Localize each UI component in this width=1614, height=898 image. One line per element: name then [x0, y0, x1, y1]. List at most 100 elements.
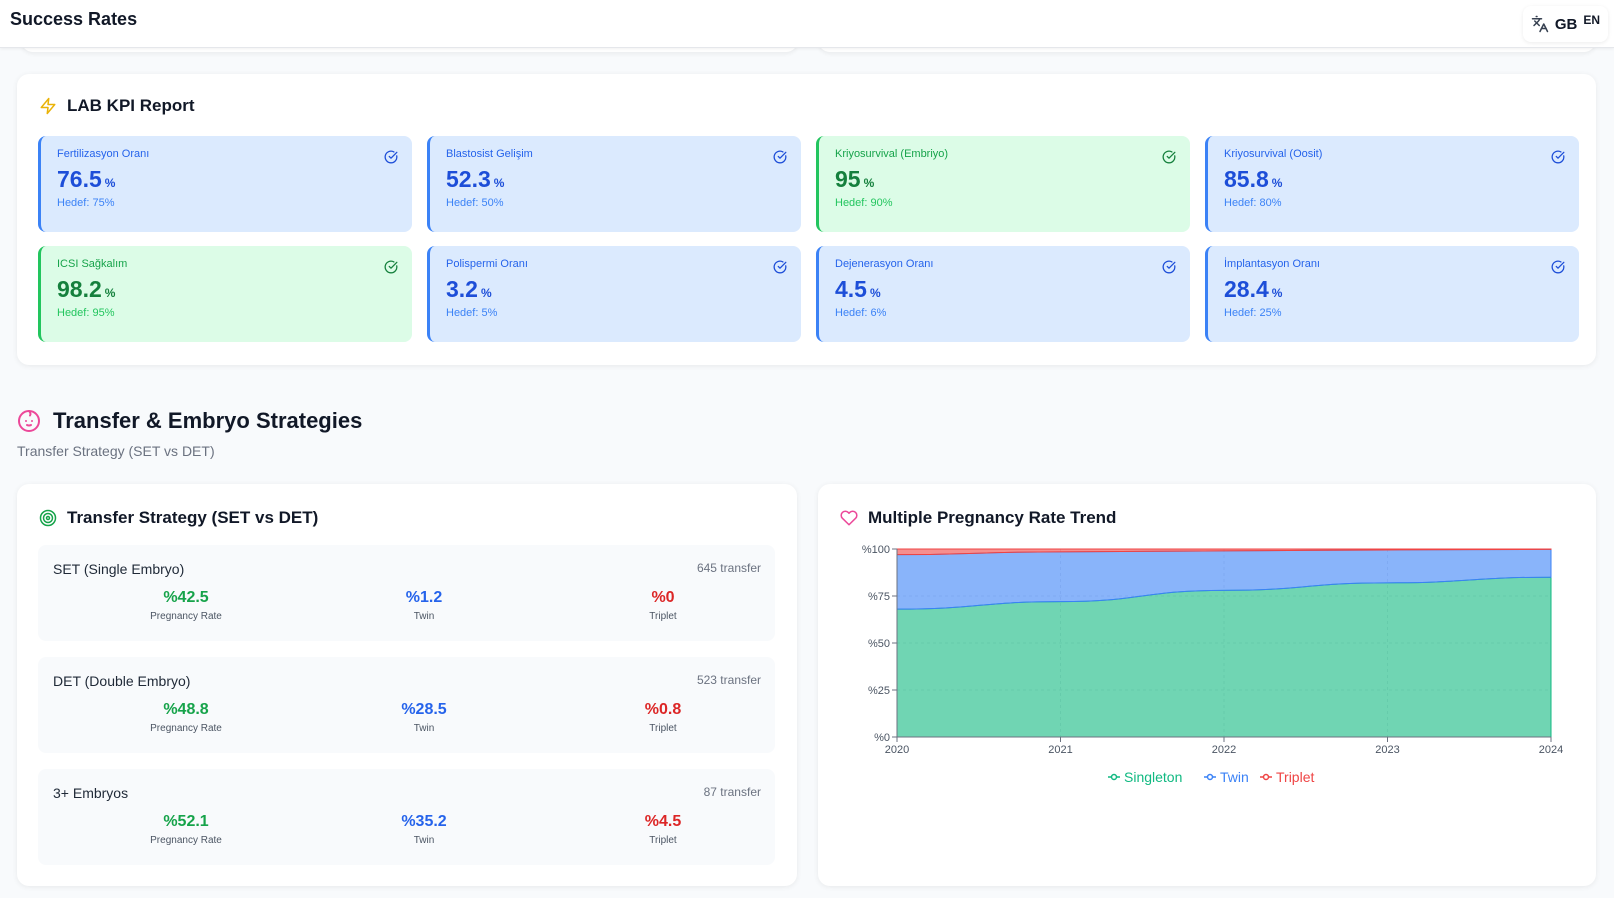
- pregnancy-label: Pregnancy Rate: [150, 611, 222, 622]
- language-flag: GB: [1554, 15, 1578, 33]
- pregnancy-label: Pregnancy Rate: [150, 835, 222, 846]
- kpi-value-number: 28.4: [1224, 276, 1269, 302]
- strategy-name: DET (Double Embryo): [53, 673, 191, 689]
- y-tick-label: %25: [868, 685, 890, 697]
- kpi-card: Fertilizasyon Oranı 76.5% Hedef: 75%: [38, 136, 412, 232]
- strategy-row: 3+ Embryos 87 transfer %52.1 Pregnancy Ra…: [38, 769, 775, 865]
- check-circle-icon: [1162, 260, 1176, 274]
- kpi-card: İmplantasyon Oranı 28.4% Hedef: 25%: [1205, 246, 1579, 342]
- kpi-target: Hedef: 5%: [446, 307, 498, 319]
- x-tick-label: 2023: [1375, 744, 1399, 756]
- kpi-value-number: 85.8: [1224, 166, 1269, 192]
- triplet-value: %0.8: [644, 701, 682, 718]
- kpi-unit: %: [104, 176, 116, 190]
- check-circle-icon: [1551, 150, 1565, 164]
- language-switcher[interactable]: GB EN: [1522, 6, 1608, 42]
- kpi-value-number: 52.3: [446, 166, 491, 192]
- lab-kpi-title-text: LAB KPI Report: [67, 96, 195, 115]
- check-circle-icon: [773, 260, 787, 274]
- kpi-value: 85.8%: [1224, 166, 1563, 193]
- y-tick-label: %75: [868, 591, 890, 603]
- strategy-name: SET (Single Embryo): [53, 561, 185, 577]
- pregnancy-trend-chart: %0 %25 %50 %75 %100 2020 2021 2022 2023 2024 Singl…: [862, 544, 1563, 785]
- twin-metric: %1.2 Twin: [334, 589, 514, 622]
- kpi-target: Hedef: 75%: [57, 197, 115, 209]
- kpi-value-number: 76.5: [57, 166, 102, 192]
- x-tick-label: 2021: [1048, 744, 1072, 756]
- triplet-label: Triplet: [649, 835, 677, 846]
- kpi-value-number: 4.5: [835, 276, 867, 302]
- kpi-value: 98.2%: [57, 276, 396, 303]
- section-subtitle: Transfer Strategy (SET vs DET): [17, 443, 215, 459]
- twin-label: Twin: [413, 835, 435, 846]
- kpi-card: Kriyosurvival (Oosit) 85.8% Hedef: 80%: [1205, 136, 1579, 232]
- kpi-label: Blastosist Gelişim: [446, 148, 533, 160]
- kpi-unit: %: [493, 176, 505, 190]
- kpi-label: Polispermi Oranı: [446, 258, 528, 270]
- kpi-value-number: 95: [835, 166, 861, 192]
- legend-dot-singleton: [1110, 773, 1118, 781]
- kpi-target: Hedef: 90%: [835, 197, 893, 209]
- twin-metric: %28.5 Twin: [334, 701, 514, 734]
- check-circle-icon: [384, 150, 398, 164]
- triplet-metric: %0 Triplet: [573, 589, 753, 622]
- check-circle-icon: [1551, 260, 1565, 274]
- kpi-label: Dejenerasyon Oranı: [835, 258, 934, 270]
- triplet-label: Triplet: [649, 723, 677, 734]
- pregnancy-value: %42.5: [163, 589, 209, 606]
- section-heading: Transfer & Embryo Strategies: [17, 408, 362, 434]
- kpi-grid: Fertilizasyon Oranı 76.5% Hedef: 75% Bla…: [38, 136, 1579, 342]
- kpi-unit: %: [863, 176, 875, 190]
- kpi-target: Hedef: 95%: [57, 307, 115, 319]
- check-circle-icon: [1162, 150, 1176, 164]
- check-circle-icon: [384, 260, 398, 274]
- kpi-value-number: 3.2: [446, 276, 478, 302]
- twin-value: %35.2: [401, 813, 447, 830]
- pregnancy-trend-title-text: Multiple Pregnancy Rate Trend: [868, 508, 1117, 527]
- triplet-metric: %4.5 Triplet: [573, 813, 753, 846]
- kpi-card: Polispermi Oranı 3.2% Hedef: 5%: [427, 246, 801, 342]
- strategy-count: 523 transfer: [696, 673, 761, 687]
- kpi-card: Kriyosurvival (Embriyo) 95% Hedef: 90%: [816, 136, 1190, 232]
- translate-icon: [1531, 15, 1549, 33]
- kpi-value: 3.2%: [446, 276, 785, 303]
- baby-icon: [18, 410, 40, 432]
- triplet-metric: %0.8 Triplet: [573, 701, 753, 734]
- strategy-row: SET (Single Embryo) 645 transfer %42.5 Pr…: [38, 545, 775, 641]
- kpi-unit: %: [480, 286, 492, 300]
- kpi-target: Hedef: 25%: [1224, 307, 1282, 319]
- pregnancy-trend-card: Multiple Pregnancy Rate Trend %0 %25 %50 %7…: [818, 484, 1596, 886]
- transfer-strategy-title-text: Transfer Strategy (SET vs DET): [67, 508, 319, 527]
- kpi-target: Hedef: 6%: [835, 307, 887, 319]
- twin-value: %1.2: [405, 589, 443, 606]
- transfer-strategy-card: Transfer Strategy (SET vs DET) SET (Sing…: [17, 484, 797, 886]
- kpi-label: Fertilizasyon Oranı: [57, 148, 150, 160]
- kpi-card: Blastosist Gelişim 52.3% Hedef: 50%: [427, 136, 801, 232]
- x-tick-label: 2024: [1539, 744, 1563, 756]
- pregnancy-label: Pregnancy Rate: [150, 723, 222, 734]
- legend-label-triplet: Triplet: [1276, 769, 1314, 785]
- kpi-unit: %: [1271, 176, 1283, 190]
- kpi-label: Kriyosurvival (Oosit): [1224, 148, 1323, 160]
- page-title: Success Rates: [10, 9, 138, 29]
- kpi-card: Dejenerasyon Oranı 4.5% Hedef: 6%: [816, 246, 1190, 342]
- kpi-card: ICSI Sağkalım 98.2% Hedef: 95%: [38, 246, 412, 342]
- legend-label-twin: Twin: [1220, 769, 1249, 785]
- strategy-row: DET (Double Embryo) 523 transfer %48.8 Pr…: [38, 657, 775, 753]
- pregnancy-metric: %48.8 Pregnancy Rate: [96, 701, 276, 734]
- twin-metric: %35.2 Twin: [334, 813, 514, 846]
- x-tick-label: 2020: [885, 744, 909, 756]
- strategy-name: 3+ Embryos: [53, 785, 129, 801]
- kpi-value: 76.5%: [57, 166, 396, 193]
- heart-icon: [840, 510, 858, 526]
- kpi-unit: %: [104, 286, 116, 300]
- area-triplet: [896, 548, 1552, 556]
- kpi-label: İmplantasyon Oranı: [1224, 258, 1320, 270]
- kpi-unit: %: [1271, 286, 1283, 300]
- triplet-value: %0: [651, 589, 675, 606]
- kpi-unit: %: [869, 286, 881, 300]
- x-tick-label: 2022: [1212, 744, 1236, 756]
- transfer-strategy-title: Transfer Strategy (SET vs DET): [39, 508, 318, 528]
- kpi-value: 52.3%: [446, 166, 785, 193]
- lab-kpi-card: LAB KPI Report Fertilizasyon Oranı 76.5%…: [17, 74, 1596, 365]
